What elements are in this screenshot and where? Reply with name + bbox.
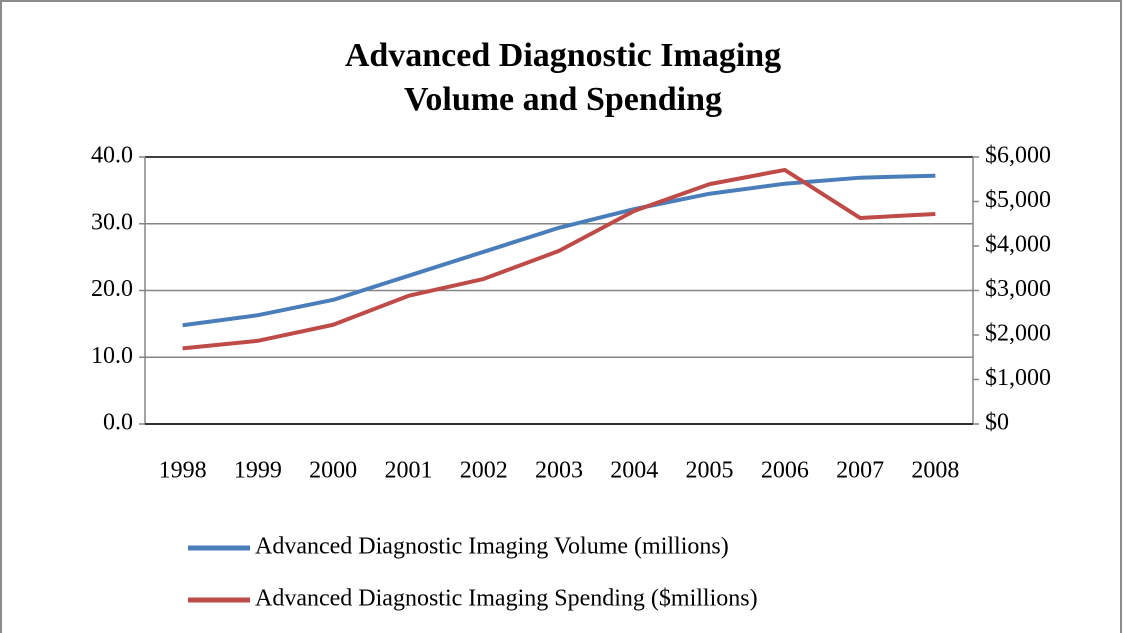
y-tick-label: 20.0 <box>91 276 133 302</box>
y2-tick-label: $0 <box>985 410 1009 436</box>
x-tick-label: 2006 <box>761 458 809 484</box>
y-tick-label: 30.0 <box>91 209 133 235</box>
y-tick-label: 0.0 <box>103 410 133 436</box>
x-tick-label: 2004 <box>610 458 658 484</box>
chart-title: Advanced Diagnostic Imaging <box>345 37 781 74</box>
x-tick-label: 2003 <box>535 458 583 484</box>
x-tick-label: 2000 <box>309 458 357 484</box>
x-tick-label: 2005 <box>686 458 734 484</box>
y2-tick-label: $2,000 <box>985 321 1051 347</box>
x-tick-label: 2008 <box>911 458 959 484</box>
x-tick-label: 1998 <box>159 458 207 484</box>
x-tick-label: 2002 <box>460 458 508 484</box>
legend-label: Advanced Diagnostic Imaging Spending ($m… <box>255 586 758 612</box>
y2-tick-label: $6,000 <box>985 143 1051 169</box>
legend-label: Advanced Diagnostic Imaging Volume (mill… <box>255 534 729 560</box>
series-line <box>182 173 936 328</box>
y2-tick-label: $3,000 <box>985 276 1051 302</box>
x-tick-label: 2001 <box>384 458 432 484</box>
x-tick-label: 1999 <box>234 458 282 484</box>
y-tick-label: 40.0 <box>91 143 133 169</box>
x-tick-label: 2007 <box>836 458 884 484</box>
y2-tick-label: $4,000 <box>985 232 1051 258</box>
chart-title: Volume and Spending <box>404 81 722 118</box>
y-tick-label: 10.0 <box>91 343 133 369</box>
y2-tick-label: $1,000 <box>985 365 1051 391</box>
y2-tick-label: $5,000 <box>985 187 1051 213</box>
series-line <box>182 167 936 351</box>
